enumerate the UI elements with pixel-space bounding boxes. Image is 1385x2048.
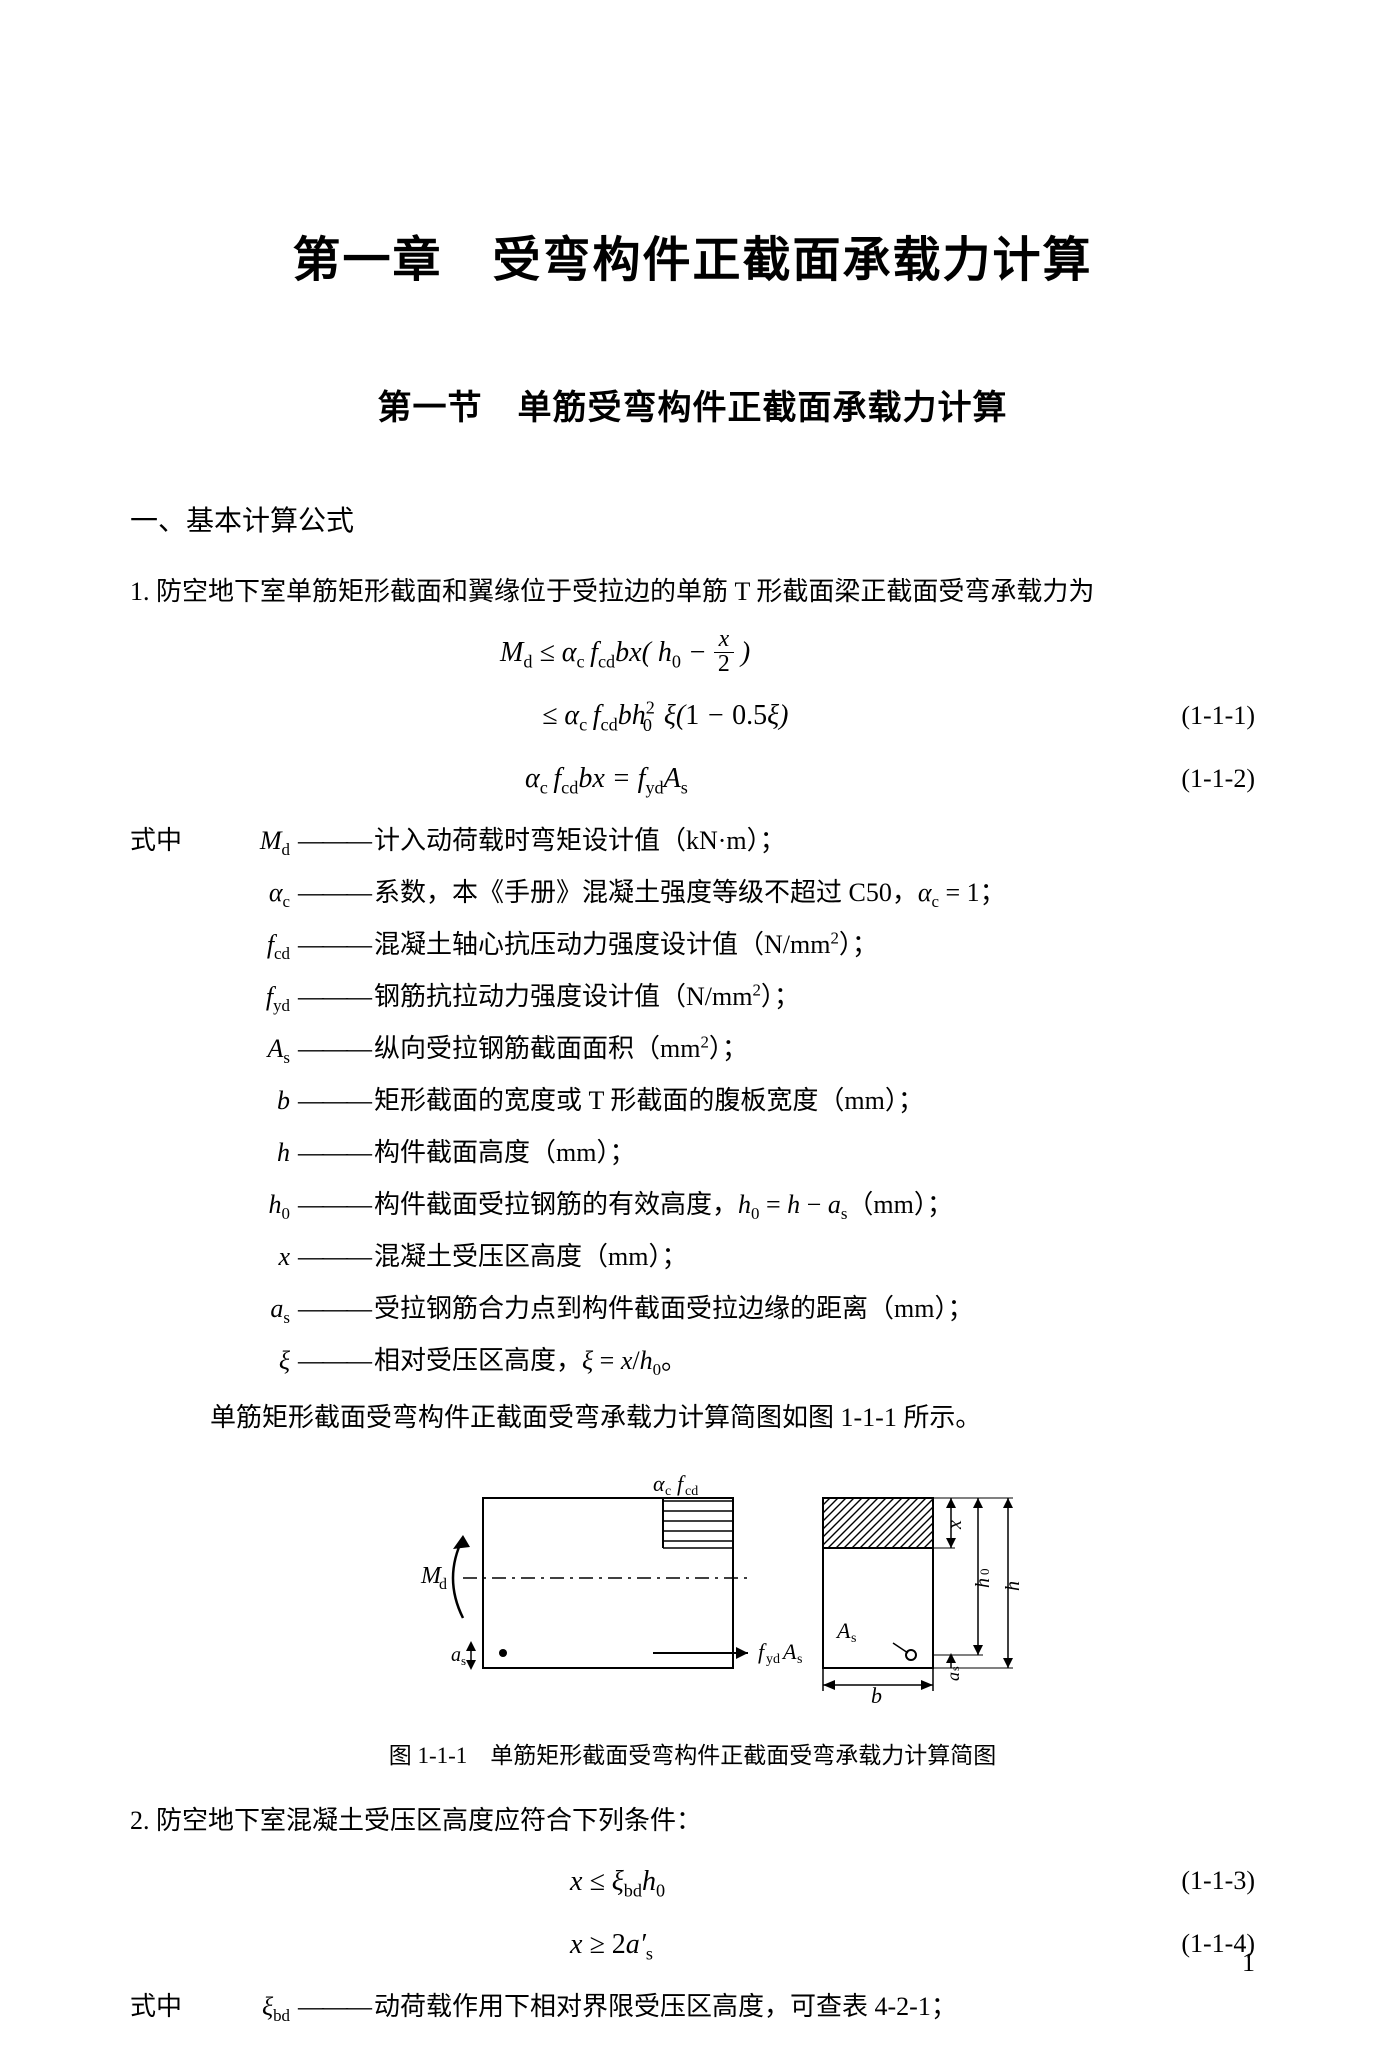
definitions-2: 式中 ξbd ——— 动荷载作用下相对界限受压区高度，可查表 4-2-1； <box>130 1981 1255 2033</box>
def-text: 系数，本《手册》混凝土强度等级不超过 C50，αc = 1； <box>374 867 1255 919</box>
def-row: x———混凝土受压区高度（mm）； <box>130 1231 1255 1283</box>
svg-text:s: s <box>461 1653 466 1668</box>
def-text: 计入动荷载时弯矩设计值（kN·m）； <box>374 815 1255 867</box>
subsection-title: 一、基本计算公式 <box>130 499 1255 539</box>
def-row: h0———构件截面受拉钢筋的有效高度，h0 = h − as（mm）； <box>130 1179 1255 1231</box>
def-dash: ——— <box>294 1127 374 1179</box>
equation-3: x ≤ ξbdh0 (1-1-3) <box>130 1855 1255 1908</box>
svg-text:α: α <box>653 1471 665 1496</box>
def-symbol: fyd <box>210 971 294 1023</box>
svg-text:h: h <box>972 1578 994 1588</box>
def-dash: ——— <box>294 1179 374 1231</box>
section-title: 第一节 单筋受弯构件正截面承载力计算 <box>130 380 1255 429</box>
def-text-xi-bd: 动荷载作用下相对界限受压区高度，可查表 4-2-1； <box>374 1981 1255 2033</box>
eq-num-1-1-2: (1-1-2) <box>1181 764 1255 794</box>
def-symbol: h0 <box>210 1179 294 1231</box>
def-dash: ——— <box>294 1231 374 1283</box>
def-prefix: 式中 <box>130 815 210 867</box>
fig-caption: 图 1-1-1 单筋矩形截面受弯构件正截面受弯承载力计算简图 <box>130 1736 1255 1770</box>
def-row: fcd———混凝土轴心抗压动力强度设计值（N/mm2）； <box>130 919 1255 971</box>
equation-4: x ≥ 2a′s (1-1-4) <box>130 1918 1255 1971</box>
def-symbol: Md <box>210 815 294 867</box>
equation-2: αc fcdbx = fydAs (1-1-2) <box>130 752 1255 805</box>
def-prefix <box>130 1127 210 1179</box>
def-row: ξ———相对受压区高度，ξ = x/h0。 <box>130 1335 1255 1387</box>
svg-text:yd: yd <box>766 1652 780 1667</box>
def-dash: ——— <box>294 867 374 919</box>
def-dash: ——— <box>294 971 374 1023</box>
figure-1-1-1: M d α c f cd f yd A s a s A s <box>130 1463 1255 1718</box>
page: 第一章 受弯构件正截面承载力计算 第一节 单筋受弯构件正截面承载力计算 一、基本… <box>0 0 1385 2048</box>
svg-text:x: x <box>944 1520 966 1530</box>
def-symbol: fcd <box>210 919 294 971</box>
def-dash: ——— <box>294 1075 374 1127</box>
def-prefix <box>130 1023 210 1075</box>
def-text: 构件截面受拉钢筋的有效高度，h0 = h − as（mm）； <box>374 1179 1255 1231</box>
def-sym-xi-bd: ξbd <box>210 1981 294 2033</box>
def-prefix <box>130 867 210 919</box>
svg-text:b: b <box>871 1683 882 1708</box>
definitions: 式中Md———计入动荷载时弯矩设计值（kN·m）；αc———系数，本《手册》混凝… <box>130 815 1255 1387</box>
def-prefix-2: 式中 <box>130 1981 210 2033</box>
def-symbol: αc <box>210 867 294 919</box>
def-prefix <box>130 1283 210 1335</box>
def-text: 矩形截面的宽度或 T 形截面的腹板宽度（mm）； <box>374 1075 1255 1127</box>
def-text: 混凝土受压区高度（mm）； <box>374 1231 1255 1283</box>
def-dash: ——— <box>294 815 374 867</box>
def-symbol: b <box>210 1075 294 1127</box>
svg-text:cd: cd <box>685 1484 698 1499</box>
def-symbol: ξ <box>210 1335 294 1387</box>
eq-num-1-1-3: (1-1-3) <box>1181 1866 1255 1896</box>
svg-text:A: A <box>835 1618 851 1643</box>
equation-1a: Md ≤ αc fcdbx( h0 − x2 ) <box>130 626 1255 679</box>
def-dash: ——— <box>294 1283 374 1335</box>
def-symbol: as <box>210 1283 294 1335</box>
def-prefix <box>130 919 210 971</box>
def-text: 相对受压区高度，ξ = x/h0。 <box>374 1335 1255 1387</box>
def-row: fyd———钢筋抗拉动力强度设计值（N/mm2）； <box>130 971 1255 1023</box>
equation-1b: ≤ αc fcdbh20ξ(1 − 0.5ξ) (1-1-1) <box>130 689 1255 742</box>
svg-text:A: A <box>781 1639 797 1664</box>
def-row: b———矩形截面的宽度或 T 形截面的腹板宽度（mm）； <box>130 1075 1255 1127</box>
def-prefix <box>130 1335 210 1387</box>
def-row: As———纵向受拉钢筋截面面积（mm2）； <box>130 1023 1255 1075</box>
def-row: h———构件截面高度（mm）； <box>130 1127 1255 1179</box>
def-prefix <box>130 971 210 1023</box>
def-row: 式中Md———计入动荷载时弯矩设计值（kN·m）； <box>130 815 1255 867</box>
item-1: 1. 防空地下室单筋矩形截面和翼缘位于受拉边的单筋 T 形截面梁正截面受弯承载力… <box>130 569 1255 616</box>
def-row: αc———系数，本《手册》混凝土强度等级不超过 C50，αc = 1； <box>130 867 1255 919</box>
def-prefix <box>130 1179 210 1231</box>
def-dash: ——— <box>294 1335 374 1387</box>
def-symbol: x <box>210 1231 294 1283</box>
def-dash: ——— <box>294 1023 374 1075</box>
def-row: as———受拉钢筋合力点到构件截面受拉边缘的距离（mm）； <box>130 1283 1255 1335</box>
svg-text:d: d <box>439 1576 447 1593</box>
svg-text:0: 0 <box>977 1568 992 1575</box>
diagram-svg: M d α c f cd f yd A s a s A s <box>353 1463 1033 1713</box>
svg-text:c: c <box>665 1484 671 1499</box>
def-text: 受拉钢筋合力点到构件截面受拉边缘的距离（mm）； <box>374 1283 1255 1335</box>
svg-text:s: s <box>797 1652 802 1667</box>
item-2: 2. 防空地下室混凝土受压区高度应符合下列条件： <box>130 1798 1255 1845</box>
def-text: 构件截面高度（mm）； <box>374 1127 1255 1179</box>
def-text: 钢筋抗拉动力强度设计值（N/mm2）； <box>374 971 1255 1023</box>
def-symbol: h <box>210 1127 294 1179</box>
def-prefix <box>130 1231 210 1283</box>
svg-text:a: a <box>451 1644 461 1666</box>
def-dash: ——— <box>294 919 374 971</box>
def-prefix <box>130 1075 210 1127</box>
def-text: 纵向受拉钢筋截面面积（mm2）； <box>374 1023 1255 1075</box>
svg-text:h: h <box>1002 1581 1024 1591</box>
def-text: 混凝土轴心抗压动力强度设计值（N/mm2）； <box>374 919 1255 971</box>
svg-text:a: a <box>943 1672 963 1681</box>
svg-text:s: s <box>851 1631 856 1646</box>
def-symbol: As <box>210 1023 294 1075</box>
eq-num-1-1-1: (1-1-1) <box>1181 701 1255 731</box>
page-number: 1 <box>1242 1948 1255 1978</box>
chapter-title: 第一章 受弯构件正截面承载力计算 <box>130 220 1255 290</box>
fig-ref-text: 单筋矩形截面受弯构件正截面受弯承载力计算简图如图 1-1-1 所示。 <box>130 1393 1255 1442</box>
